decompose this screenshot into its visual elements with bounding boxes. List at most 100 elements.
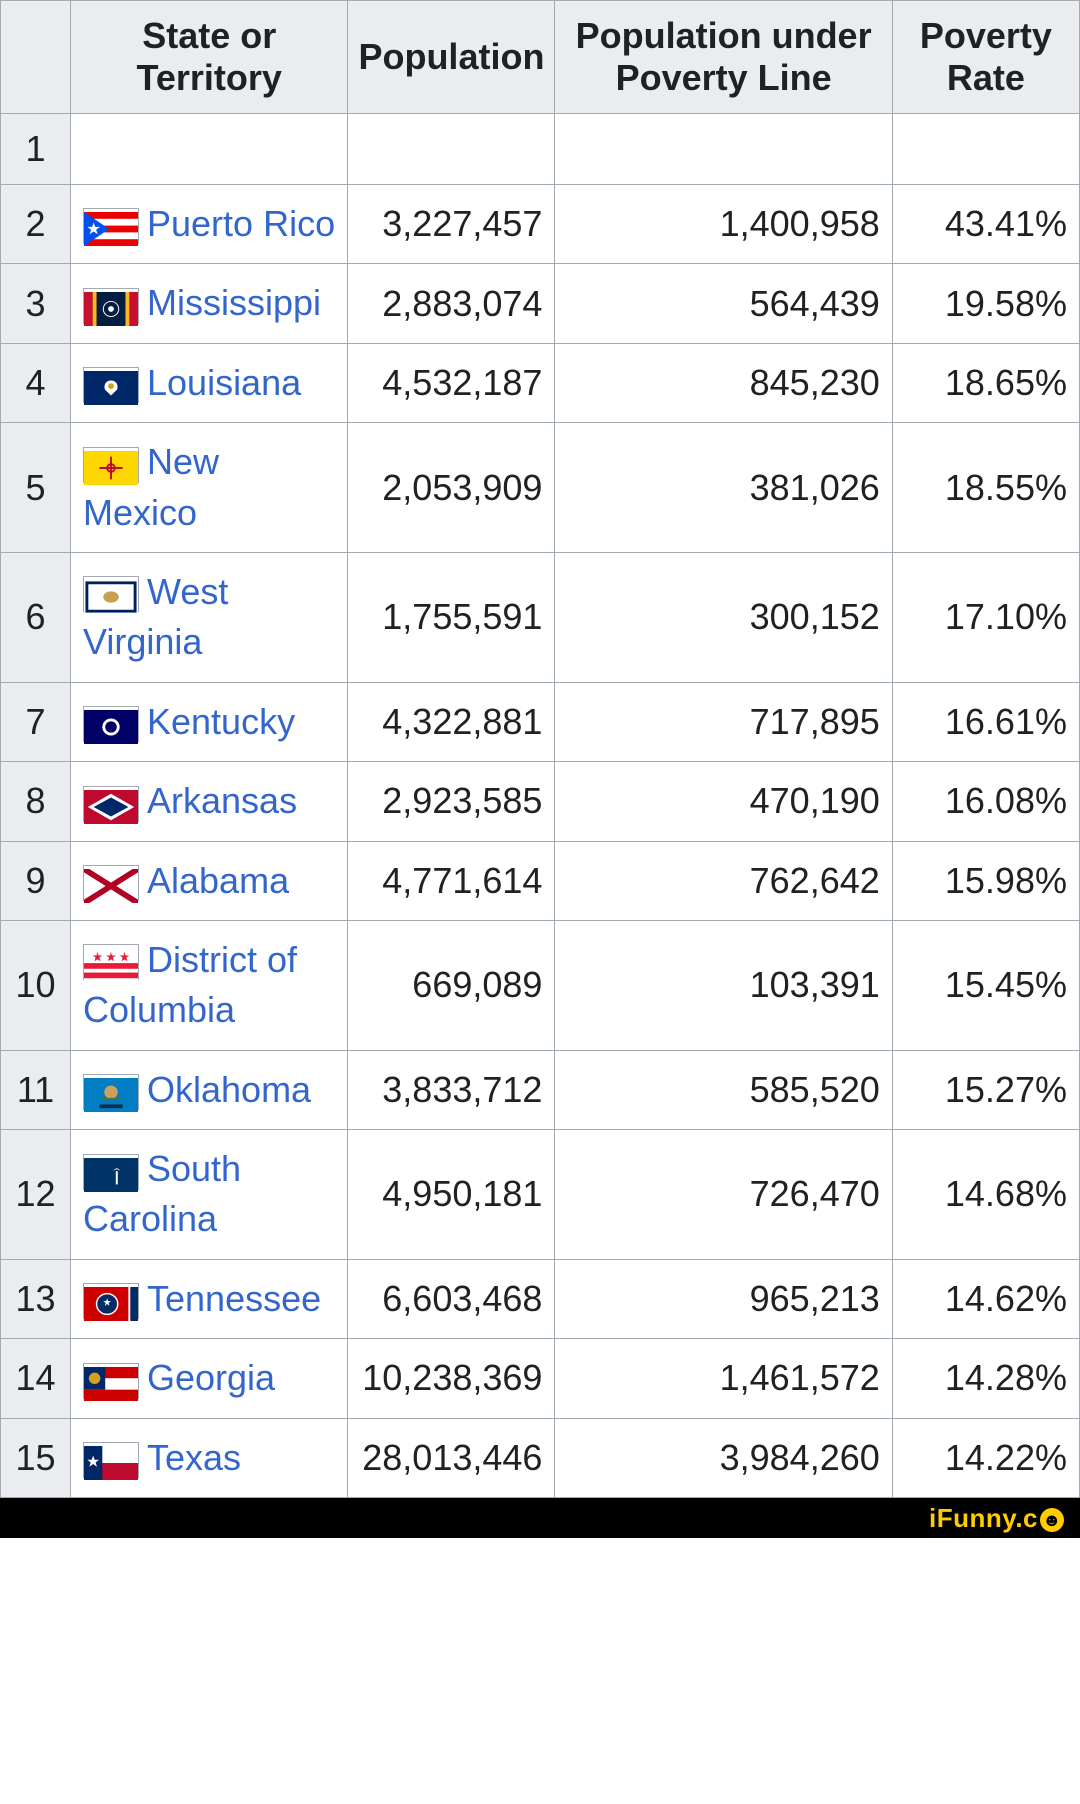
table-row: 8 Arkansas 2,923,585470,19016.08% [1, 762, 1080, 841]
rank-cell: 1 [1, 114, 71, 185]
state-link[interactable]: Alabama [147, 860, 289, 901]
under-poverty-cell: 564,439 [555, 264, 892, 343]
population-cell: 3,227,457 [348, 185, 555, 264]
state-link[interactable]: Georgia [147, 1357, 275, 1398]
under-poverty-cell: 726,470 [555, 1130, 892, 1260]
state-cell: New Mexico [71, 423, 348, 553]
table-row: 5New Mexico2,053,909381,02618.55% [1, 423, 1080, 553]
population-cell: 28,013,446 [348, 1418, 555, 1497]
state-link[interactable]: Louisiana [147, 362, 301, 403]
under-poverty-cell: 470,190 [555, 762, 892, 841]
rank-cell: 9 [1, 841, 71, 920]
population-cell: 4,771,614 [348, 841, 555, 920]
under-poverty-cell: 1,461,572 [555, 1339, 892, 1418]
state-link[interactable]: Mississippi [147, 282, 321, 323]
state-link[interactable]: Arkansas [147, 780, 297, 821]
rate-cell: 43.41% [892, 185, 1079, 264]
rate-cell: 18.55% [892, 423, 1079, 553]
rank-cell: 12 [1, 1130, 71, 1260]
state-cell: Oklahoma [71, 1050, 348, 1129]
rate-cell: 18.65% [892, 343, 1079, 422]
population-cell: 4,950,181 [348, 1130, 555, 1260]
flag-icon [83, 706, 139, 742]
flag-icon [83, 1442, 139, 1478]
col-rank[interactable] [1, 1, 71, 114]
state-link[interactable]: Kentucky [147, 701, 295, 742]
rank-cell: 11 [1, 1050, 71, 1129]
flag-icon [83, 786, 139, 822]
flag-icon [83, 1154, 139, 1190]
rate-cell: 16.61% [892, 682, 1079, 761]
state-cell: Alabama [71, 841, 348, 920]
rate-cell: 15.98% [892, 841, 1079, 920]
population-cell: 1,755,591 [348, 552, 555, 682]
rank-cell: 10 [1, 920, 71, 1050]
population-cell: 2,923,585 [348, 762, 555, 841]
flag-icon [83, 865, 139, 901]
rank-cell: 4 [1, 343, 71, 422]
rank-cell: 7 [1, 682, 71, 761]
rank-cell: 8 [1, 762, 71, 841]
poverty-table: State or Territory Population Population… [0, 0, 1080, 1498]
rank-cell: 5 [1, 423, 71, 553]
state-link[interactable]: Puerto Rico [147, 203, 335, 244]
population-cell: 4,532,187 [348, 343, 555, 422]
flag-icon [83, 1283, 139, 1319]
col-under-poverty[interactable]: Population under Poverty Line [555, 1, 892, 114]
table-row: 7Kentucky4,322,881717,89516.61% [1, 682, 1080, 761]
state-cell: Tennessee [71, 1259, 348, 1338]
col-population[interactable]: Population [348, 1, 555, 114]
table-row: 9 Alabama 4,771,614762,64215.98% [1, 841, 1080, 920]
under-poverty-cell: 845,230 [555, 343, 892, 422]
state-cell: District of Columbia [71, 920, 348, 1050]
rank-cell: 15 [1, 1418, 71, 1497]
under-poverty-cell: 585,520 [555, 1050, 892, 1129]
state-cell [71, 114, 348, 185]
flag-icon [83, 944, 139, 980]
under-poverty-cell: 300,152 [555, 552, 892, 682]
state-link[interactable]: Oklahoma [147, 1069, 311, 1110]
under-poverty-cell: 3,984,260 [555, 1418, 892, 1497]
rank-cell: 3 [1, 264, 71, 343]
table-row: 12South Carolina4,950,181726,47014.68% [1, 1130, 1080, 1260]
rate-cell: 17.10% [892, 552, 1079, 682]
state-cell: Puerto Rico [71, 185, 348, 264]
table-row: 13Tennessee6,603,468965,21314.62% [1, 1259, 1080, 1338]
state-cell: Georgia [71, 1339, 348, 1418]
flag-icon [83, 447, 139, 483]
state-cell: Mississippi [71, 264, 348, 343]
under-poverty-cell: 762,642 [555, 841, 892, 920]
population-cell [348, 114, 555, 185]
under-poverty-cell [555, 114, 892, 185]
state-link[interactable]: Tennessee [147, 1278, 321, 1319]
population-cell: 4,322,881 [348, 682, 555, 761]
table-row: 4 Louisiana 4,532,187845,23018.65% [1, 343, 1080, 422]
state-cell: West Virginia [71, 552, 348, 682]
flag-icon [83, 208, 139, 244]
col-rate[interactable]: Poverty Rate [892, 1, 1079, 114]
table-row: 6West Virginia1,755,591300,15217.10% [1, 552, 1080, 682]
rate-cell: 19.58% [892, 264, 1079, 343]
col-state[interactable]: State or Territory [71, 1, 348, 114]
population-cell: 669,089 [348, 920, 555, 1050]
header-row: State or Territory Population Population… [1, 1, 1080, 114]
table-row: 11Oklahoma3,833,712585,52015.27% [1, 1050, 1080, 1129]
under-poverty-cell: 381,026 [555, 423, 892, 553]
population-cell: 2,053,909 [348, 423, 555, 553]
population-cell: 6,603,468 [348, 1259, 555, 1338]
under-poverty-cell: 1,400,958 [555, 185, 892, 264]
rate-cell: 14.28% [892, 1339, 1079, 1418]
rate-cell [892, 114, 1079, 185]
flag-icon [83, 1363, 139, 1399]
state-cell: Texas [71, 1418, 348, 1497]
population-cell: 10,238,369 [348, 1339, 555, 1418]
rate-cell: 15.27% [892, 1050, 1079, 1129]
table-row: 14Georgia10,238,3691,461,57214.28% [1, 1339, 1080, 1418]
state-link[interactable]: Texas [147, 1437, 241, 1478]
rate-cell: 15.45% [892, 920, 1079, 1050]
watermark-bar: iFunny.c☻ [0, 1498, 1080, 1538]
table-row: 3Mississippi2,883,074564,43919.58% [1, 264, 1080, 343]
flag-icon [83, 1074, 139, 1110]
rate-cell: 16.08% [892, 762, 1079, 841]
table-row: 2Puerto Rico3,227,4571,400,95843.41% [1, 185, 1080, 264]
